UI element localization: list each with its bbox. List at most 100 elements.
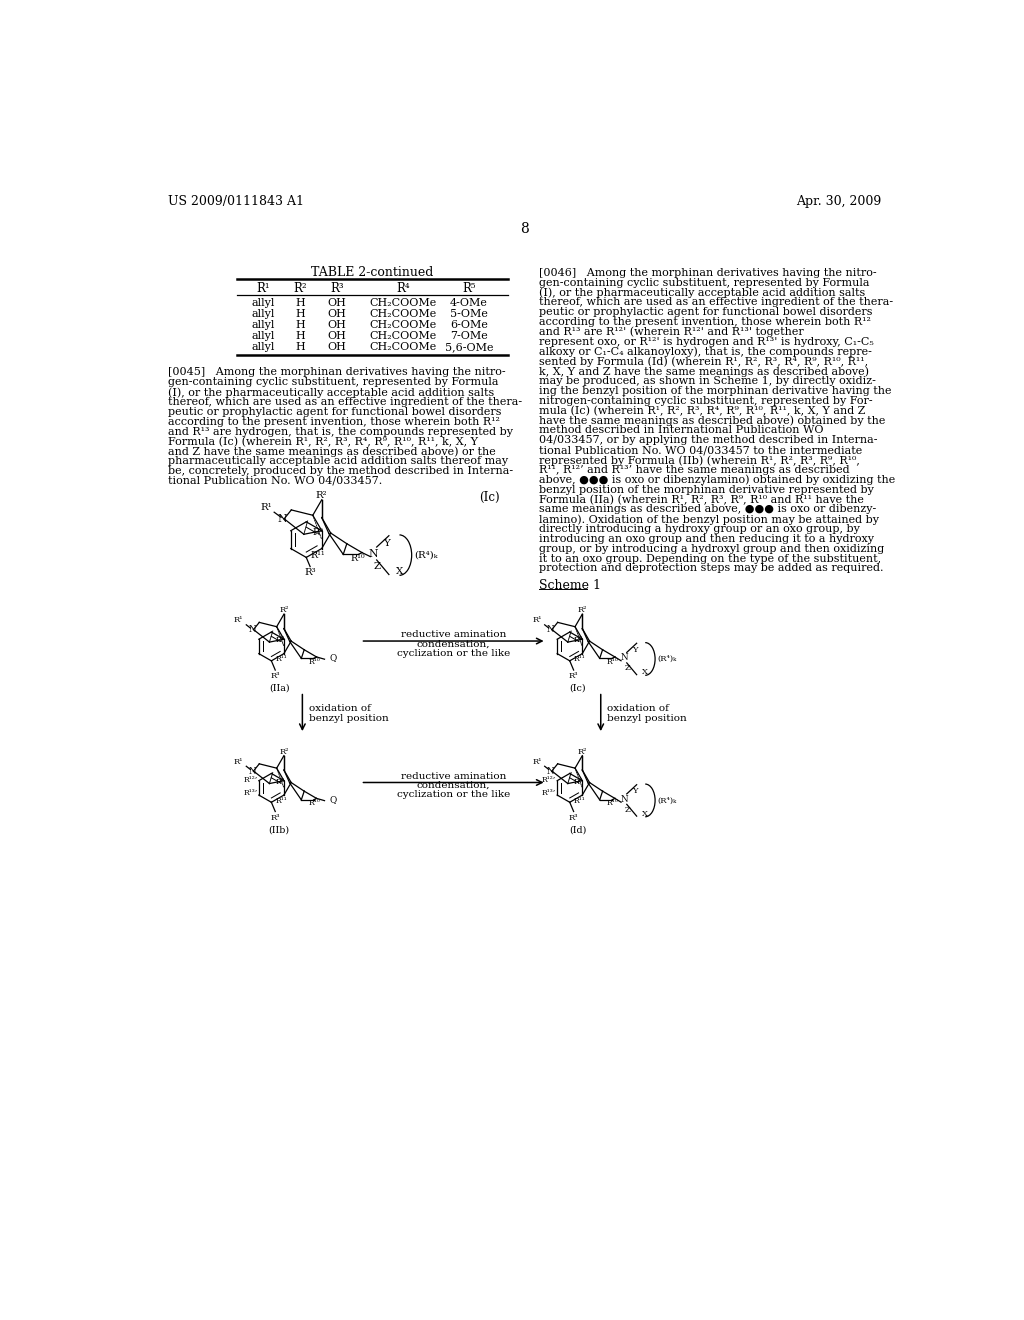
Text: R⁹: R⁹ [574, 777, 583, 785]
Text: may be produced, as shown in Scheme 1, by directly oxidiz-: may be produced, as shown in Scheme 1, b… [539, 376, 876, 387]
Text: N: N [248, 767, 256, 776]
Text: introducing an oxo group and then reducing it to a hydroxy: introducing an oxo group and then reduci… [539, 533, 873, 544]
Text: (Ic): (Ic) [569, 684, 586, 693]
Text: Y: Y [632, 787, 637, 795]
Text: 8: 8 [520, 222, 529, 235]
Text: CH₂COOMe: CH₂COOMe [370, 309, 437, 319]
Text: R¹: R¹ [260, 503, 272, 512]
Text: R²: R² [293, 281, 307, 294]
Text: H: H [295, 298, 305, 308]
Text: according to the present invention, those wherein both R¹²: according to the present invention, thos… [168, 417, 501, 426]
Text: R¹²’: R¹²’ [542, 776, 556, 784]
Text: cyclization or the like: cyclization or the like [397, 791, 510, 799]
Text: R⁹: R⁹ [312, 528, 324, 537]
Text: condensation,: condensation, [417, 781, 490, 789]
Text: Y: Y [383, 540, 390, 548]
Text: (Id): (Id) [568, 825, 586, 834]
Text: R²: R² [280, 606, 289, 614]
Text: allyl: allyl [252, 298, 275, 308]
Text: and Z have the same meanings as described above) or the: and Z have the same meanings as describe… [168, 446, 496, 457]
Text: X: X [642, 668, 648, 676]
Text: Y: Y [632, 645, 637, 653]
Text: Q: Q [330, 653, 337, 663]
Text: H: H [295, 331, 305, 342]
Text: it to an oxo group. Depending on the type of the substituent,: it to an oxo group. Depending on the typ… [539, 553, 881, 564]
Text: (Ic): (Ic) [479, 491, 500, 504]
Text: R¹¹: R¹¹ [275, 797, 287, 805]
Text: k, X, Y and Z have the same meanings as described above): k, X, Y and Z have the same meanings as … [539, 367, 868, 378]
Text: R¹⁰: R¹⁰ [308, 657, 319, 665]
Text: above, ●●● is oxo or dibenzylamino) obtained by oxidizing the: above, ●●● is oxo or dibenzylamino) obta… [539, 475, 895, 486]
Text: R⁵: R⁵ [462, 281, 476, 294]
Text: OH: OH [328, 331, 347, 342]
Text: 5,6-OMe: 5,6-OMe [444, 342, 494, 352]
Text: Scheme 1: Scheme 1 [539, 579, 601, 593]
Text: R¹⁰: R¹⁰ [308, 799, 319, 807]
Text: thereof, which are used as an effective ingredient of the thera-: thereof, which are used as an effective … [539, 297, 893, 308]
Text: ing the benzyl position of the morphinan derivative having the: ing the benzyl position of the morphinan… [539, 385, 891, 396]
Text: R¹²’: R¹²’ [244, 776, 258, 784]
Text: Formula (Ic) (wherein R¹, R², R³, R⁴, R⁹, R¹⁰, R¹¹, k, X, Y: Formula (Ic) (wherein R¹, R², R³, R⁴, R⁹… [168, 437, 478, 446]
Text: R³: R³ [304, 569, 316, 577]
Text: oxidation of: oxidation of [308, 704, 371, 713]
Text: R³: R³ [331, 281, 344, 294]
Text: group, or by introducing a hydroxyl group and then oxidizing: group, or by introducing a hydroxyl grou… [539, 544, 884, 553]
Text: Formula (IIa) (wherein R¹, R², R³, R⁹, R¹⁰ and R¹¹ have the: Formula (IIa) (wherein R¹, R², R³, R⁹, R… [539, 495, 863, 504]
Text: R²: R² [280, 747, 289, 756]
Text: gen-containing cyclic substituent, represented by Formula: gen-containing cyclic substituent, repre… [168, 378, 499, 387]
Text: 4-OMe: 4-OMe [451, 298, 488, 308]
Text: R²: R² [578, 747, 587, 756]
Text: R¹³’: R¹³’ [244, 789, 258, 797]
Text: peutic or prophylactic agent for functional bowel disorders: peutic or prophylactic agent for functio… [168, 407, 502, 417]
Text: TABLE 2-continued: TABLE 2-continued [311, 267, 433, 280]
Text: Q: Q [330, 795, 337, 804]
Text: R¹¹: R¹¹ [310, 552, 325, 561]
Text: H: H [295, 309, 305, 319]
Text: R¹¹, R¹²’ and R¹³’ have the same meanings as described: R¹¹, R¹²’ and R¹³’ have the same meaning… [539, 465, 849, 475]
Text: method described in International Publication WO: method described in International Public… [539, 425, 823, 436]
Text: US 2009/0111843 A1: US 2009/0111843 A1 [168, 195, 304, 209]
Text: allyl: allyl [252, 321, 275, 330]
Text: N: N [278, 513, 288, 524]
Text: mula (Ic) (wherein R¹, R², R³, R⁴, R⁹, R¹⁰, R¹¹, k, X, Y and Z: mula (Ic) (wherein R¹, R², R³, R⁴, R⁹, R… [539, 405, 865, 416]
Text: OH: OH [328, 298, 347, 308]
Text: R⁹: R⁹ [275, 777, 285, 785]
Text: Z: Z [374, 562, 381, 572]
Text: R³: R³ [270, 813, 280, 821]
Text: and R¹³ are hydrogen, that is, the compounds represented by: and R¹³ are hydrogen, that is, the compo… [168, 426, 513, 437]
Text: R¹¹: R¹¹ [573, 655, 586, 663]
Text: R³: R³ [569, 813, 579, 821]
Text: N: N [369, 549, 378, 558]
Text: R³: R³ [270, 672, 280, 680]
Text: H: H [295, 342, 305, 352]
Text: X: X [642, 809, 648, 817]
Text: R¹⁰: R¹⁰ [606, 799, 618, 807]
Text: R²: R² [578, 606, 587, 614]
Text: Apr. 30, 2009: Apr. 30, 2009 [796, 195, 882, 209]
Text: (R⁴)ₖ: (R⁴)ₖ [414, 550, 437, 560]
Text: allyl: allyl [252, 309, 275, 319]
Text: (R⁴)ₖ: (R⁴)ₖ [657, 796, 676, 804]
Text: R¹: R¹ [233, 616, 244, 624]
Text: (I), or the pharmaceutically acceptable acid addition salts: (I), or the pharmaceutically acceptable … [539, 288, 865, 298]
Text: R¹⁰: R¹⁰ [350, 554, 366, 562]
Text: benzyl position: benzyl position [308, 714, 388, 722]
Text: [0045]   Among the morphinan derivatives having the nitro-: [0045] Among the morphinan derivatives h… [168, 367, 506, 378]
Text: tional Publication No. WO 04/033457 to the intermediate: tional Publication No. WO 04/033457 to t… [539, 445, 862, 455]
Text: nitrogen-containing cyclic substituent, represented by For-: nitrogen-containing cyclic substituent, … [539, 396, 872, 405]
Text: allyl: allyl [252, 331, 275, 342]
Text: N: N [248, 626, 256, 634]
Text: same meanings as described above, ●●● is oxo or dibenzy-: same meanings as described above, ●●● is… [539, 504, 876, 515]
Text: have the same meanings as described above) obtained by the: have the same meanings as described abov… [539, 416, 885, 426]
Text: (I), or the pharmaceutically acceptable acid addition salts: (I), or the pharmaceutically acceptable … [168, 387, 495, 397]
Text: R⁹: R⁹ [275, 636, 285, 644]
Text: R³: R³ [569, 672, 579, 680]
Text: H: H [295, 321, 305, 330]
Text: oxidation of: oxidation of [607, 704, 669, 713]
Text: N: N [621, 795, 628, 804]
Text: sented by Formula (Id) (wherein R¹, R², R³, R⁴, R⁹, R¹⁰, R¹¹,: sented by Formula (Id) (wherein R¹, R², … [539, 356, 868, 367]
Text: R¹: R¹ [257, 281, 270, 294]
Text: R²: R² [316, 491, 328, 500]
Text: X: X [396, 566, 403, 576]
Text: 7-OMe: 7-OMe [451, 331, 487, 342]
